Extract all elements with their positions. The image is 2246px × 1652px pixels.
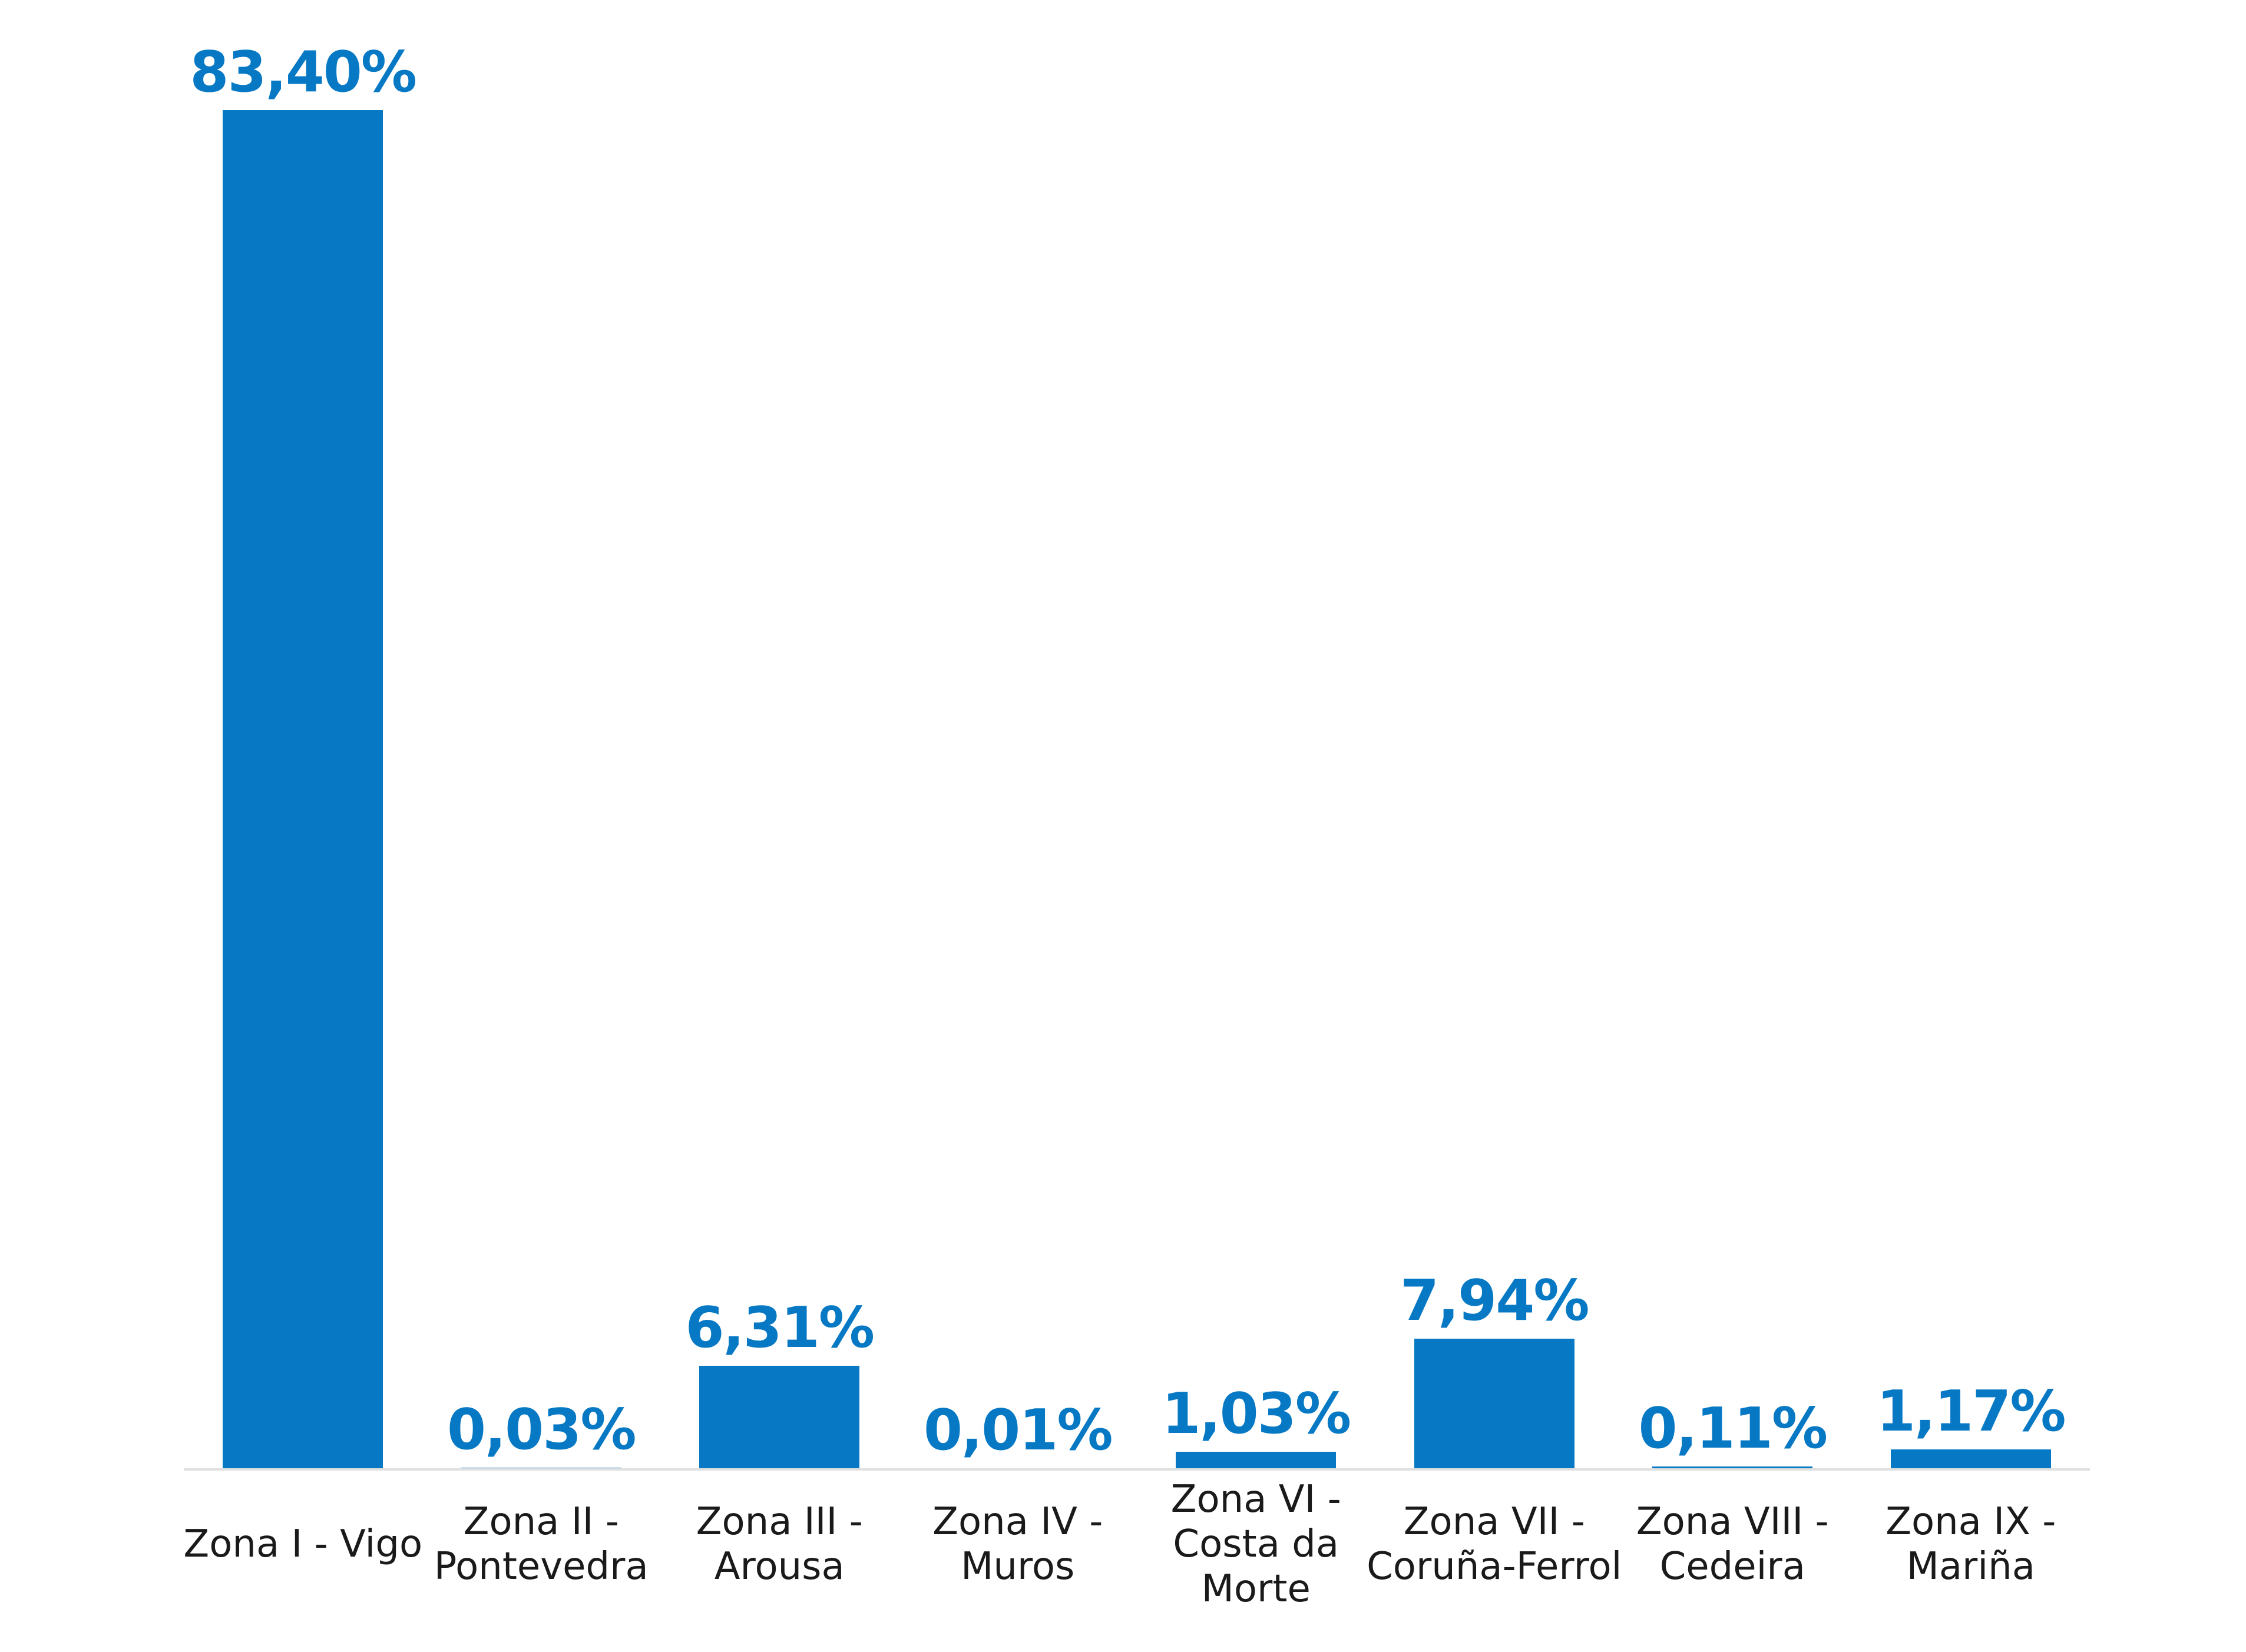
category-label-line: Costa da [1173, 1522, 1339, 1566]
category-label-line: Coruña-Ferrol [1367, 1545, 1622, 1588]
category-label-line: Pontevedra [434, 1545, 649, 1588]
category-label-line: Muros [961, 1545, 1075, 1588]
category-label-line: Zona IX - [1886, 1500, 2056, 1544]
bar [1890, 1449, 2051, 1468]
bar [1414, 1339, 1574, 1468]
bar [699, 1365, 860, 1468]
bar-value-label: 1,03% [1162, 1381, 1351, 1446]
bar-value-label: 1,17% [1876, 1379, 2066, 1444]
category-label-line: Mariña [1906, 1545, 2035, 1588]
category-label-line: Zona I - Vigo [183, 1522, 423, 1566]
bar-value-label: 7,94% [1400, 1269, 1590, 1334]
category-label: Zona I - Vigo [183, 1471, 423, 1618]
bar [1176, 1451, 1337, 1468]
plot-area: 83,40% 0,03% 6,31% 0,01% 1,03% 7,94% 0,1… [184, 0, 2090, 1468]
category-label-line: Zona II - [463, 1500, 619, 1544]
category-label: Zona VII - Coruña-Ferrol [1367, 1471, 1622, 1618]
category-label: Zona VI - Costa da Morte [1137, 1471, 1375, 1618]
bar-group: 0,03% [422, 0, 661, 1468]
bar [1652, 1466, 1813, 1468]
bar-group: 0,11% [1613, 0, 1852, 1468]
bar [223, 110, 383, 1468]
category-label-line: Zona VIII - [1636, 1500, 1829, 1544]
category-label-line: Zona VII - [1403, 1500, 1585, 1544]
bar-value-label: 0,03% [446, 1398, 637, 1463]
category-label-line: Morte [1201, 1567, 1311, 1611]
bar-group: 7,94% [1375, 0, 1614, 1468]
category-label-line: Arousa [714, 1545, 845, 1588]
bar-group: 0,01% [899, 0, 1137, 1468]
bar-value-label: 6,31% [685, 1295, 875, 1360]
bar-value-label: 0,11% [1638, 1396, 1828, 1461]
x-axis-line [184, 1468, 2090, 1471]
category-label: Zona III - Arousa [660, 1471, 899, 1618]
bar-group: 6,31% [660, 0, 899, 1468]
bar-group: 1,03% [1137, 0, 1375, 1468]
bar-group: 83,40% [184, 0, 422, 1468]
category-label: Zona IX - Mariña [1852, 1471, 2090, 1618]
category-label: Zona VIII - Cedeira [1613, 1471, 1852, 1618]
x-axis-labels: Zona I - Vigo Zona II - Pontevedra Zona III… [183, 1471, 2090, 1618]
category-label-line: Zona III - [696, 1500, 863, 1544]
category-label-line: Zona VI - [1170, 1478, 1341, 1521]
category-label: Zona IV - Muros [899, 1471, 1137, 1618]
bar-group: 1,17% [1852, 0, 2090, 1468]
category-label-line: Zona IV - [932, 1500, 1103, 1544]
category-label: Zona II - Pontevedra [422, 1471, 661, 1618]
bar-value-label: 0,01% [923, 1398, 1113, 1463]
bar-value-label: 83,40% [190, 40, 417, 105]
category-label-line: Cedeira [1659, 1545, 1805, 1588]
